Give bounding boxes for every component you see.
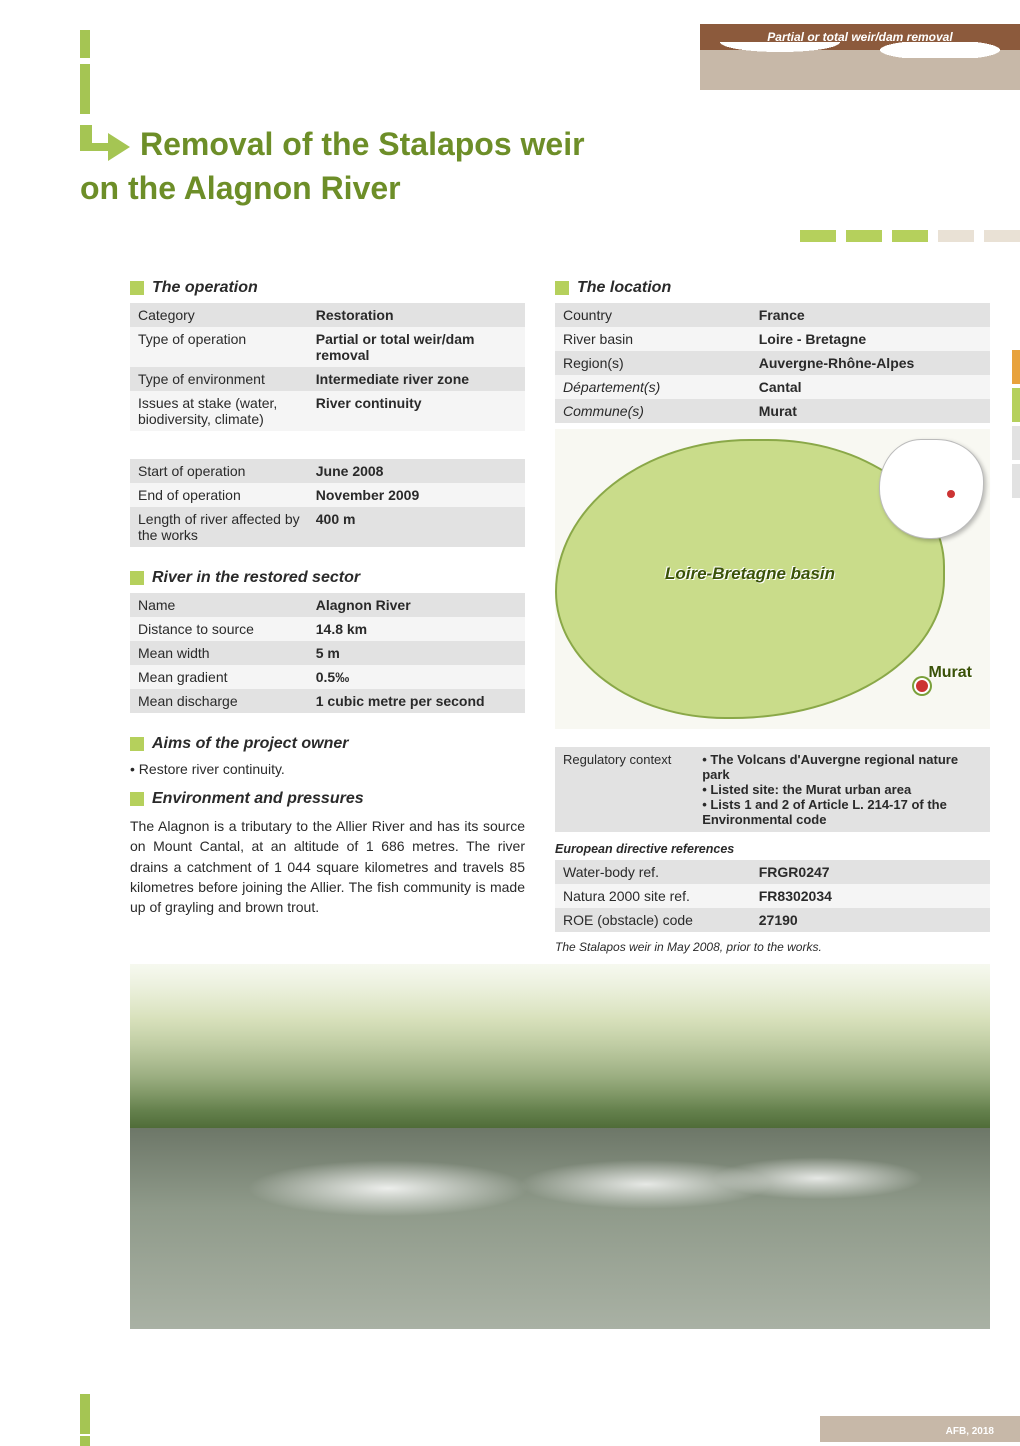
table-row: Commune(s)Murat [555, 399, 990, 423]
section-heading-location: The location [555, 279, 990, 297]
location-table: CountryFrance River basinLoire - Bretagn… [555, 303, 990, 423]
table-row: Water-body ref.FRGR0247 [555, 860, 990, 884]
section-heading-operation: The operation [130, 279, 525, 297]
section-heading-aims: Aims of the project owner [130, 735, 525, 753]
table-row: Issues at stake (water, biodiversity, cl… [130, 391, 525, 431]
side-tabs [1012, 350, 1020, 502]
square-icon [130, 281, 144, 295]
table-row: Mean width5 m [130, 641, 525, 665]
square-icon [130, 737, 144, 751]
operation-table: CategoryRestoration Type of operationPar… [130, 303, 525, 431]
table-row: NameAlagnon River [130, 593, 525, 617]
river-table: NameAlagnon River Distance to source14.8… [130, 593, 525, 713]
mini-france-inset [879, 439, 984, 539]
table-row: Mean discharge1 cubic metre per second [130, 689, 525, 713]
table-row: End of operationNovember 2009 [130, 483, 525, 507]
decor-bar [80, 1394, 90, 1434]
title-line1: Removal of the Stalapos weir [140, 126, 585, 162]
table-row: Regulatory context • The Volcans d'Auver… [555, 747, 990, 832]
directives-heading: European directive references [555, 842, 990, 856]
table-row: CountryFrance [555, 303, 990, 327]
regulatory-table: Regulatory context • The Volcans d'Auver… [555, 747, 990, 832]
arrow-icon [80, 125, 130, 169]
decor-bar [80, 64, 90, 114]
table-row: Mean gradient0.5‰ [130, 665, 525, 689]
square-icon [555, 281, 569, 295]
directives-table: Water-body ref.FRGR0247 Natura 2000 site… [555, 860, 990, 932]
operation-table-2: Start of operationJune 2008 End of opera… [130, 459, 525, 547]
table-row: Département(s)Cantal [555, 375, 990, 399]
env-paragraph: The Alagnon is a tributary to the Allier… [130, 816, 525, 917]
wave-decor [700, 50, 1020, 90]
footer-badge: AFB, 2018 [946, 1426, 994, 1437]
square-icon [130, 571, 144, 585]
basin-label: Loire-Bretagne basin [665, 564, 835, 584]
table-row: ROE (obstacle) code27190 [555, 908, 990, 932]
table-row: Type of operationPartial or total weir/d… [130, 327, 525, 367]
table-row: Region(s)Auvergne-Rhône-Alpes [555, 351, 990, 375]
table-row: Length of river affected by the works400… [130, 507, 525, 547]
table-row: Distance to source14.8 km [130, 617, 525, 641]
photo-caption: The Stalapos weir in May 2008, prior to … [555, 940, 990, 954]
category-banner: Partial or total weir/dam removal [700, 24, 1020, 90]
title-line2: on the Alagnon River [80, 170, 401, 206]
section-heading-river: River in the restored sector [130, 569, 525, 587]
decor-dashes [800, 230, 1020, 242]
table-row: River basinLoire - Bretagne [555, 327, 990, 351]
photo: SIGAL [130, 964, 990, 1329]
table-row: CategoryRestoration [130, 303, 525, 327]
city-label: Murat [928, 664, 972, 682]
table-row: Start of operationJune 2008 [130, 459, 525, 483]
square-icon [130, 792, 144, 806]
table-row: Type of environmentIntermediate river zo… [130, 367, 525, 391]
section-heading-env: Environment and pressures [130, 790, 525, 808]
aims-bullet: • Restore river continuity. [130, 759, 525, 780]
page-title: Removal of the Stalapos weir on the Alag… [80, 125, 680, 207]
decor-bar [80, 30, 90, 58]
map: Loire-Bretagne basin Murat [555, 429, 990, 729]
table-row: Natura 2000 site ref.FR8302034 [555, 884, 990, 908]
